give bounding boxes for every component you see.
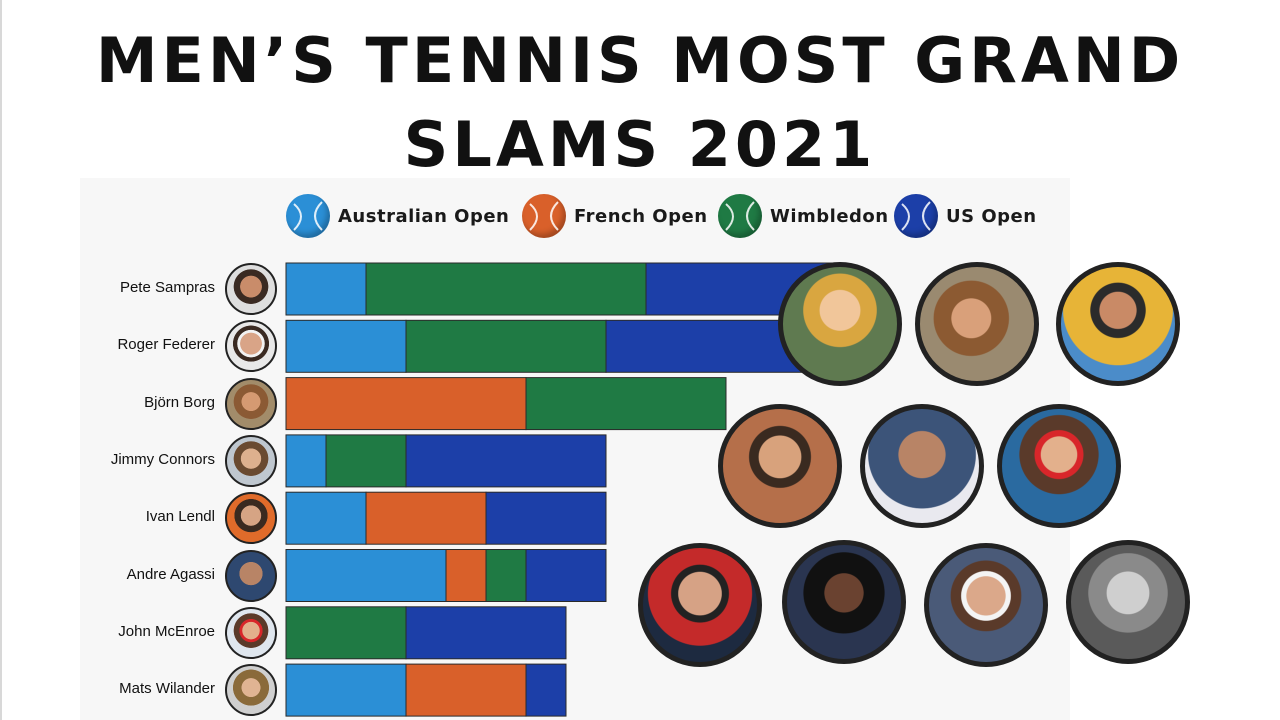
player-photo-white-headband [924,543,1048,667]
player-photo-vintage [1066,540,1190,664]
legend-label: French Open [574,205,708,227]
player-photo-smiling [718,404,842,528]
bar-segment-australian-open-pete-sampras [285,262,367,316]
bar-segment-australian-open-andre-agassi [285,549,447,602]
player-name-roger-federer: Roger Federer [117,336,215,354]
player-photo-headband [915,262,1039,386]
avatar [225,606,277,659]
bar-segment-french-open-mats-wilander [405,663,527,717]
bar-segment-wimbledon-john-mcenroe [285,606,407,660]
bar-segment-wimbledon-bj-rn-borg [525,377,727,431]
avatar [225,549,277,602]
bar-segment-wimbledon-roger-federer [405,319,607,373]
tennis-ball-icon [718,194,762,238]
bar-segment-us-open-jimmy-connors [405,434,607,488]
legend-item-french-open: French Open [522,192,708,240]
avatar [225,320,277,373]
bar-segment-us-open-john-mcenroe [405,606,567,660]
tennis-ball-icon [286,194,330,238]
player-photo-red-headband [997,404,1121,528]
bar-segment-australian-open-mats-wilander [285,663,407,717]
bar-segment-us-open-andre-agassi [525,549,607,602]
player-name-bj-rn-borg: Björn Borg [144,393,215,411]
player-name-jimmy-connors: Jimmy Connors [110,450,215,468]
avatar [225,434,277,487]
tennis-ball-icon [894,194,938,238]
bar-segment-australian-open-ivan-lendl [285,491,367,545]
frame-edge [0,0,2,720]
player-photo-blond [778,262,902,386]
player-name-pete-sampras: Pete Sampras [119,279,215,296]
avatar [225,664,277,717]
bar-segment-wimbledon-pete-sampras [365,262,647,316]
avatar [225,263,277,315]
player-photo-afro [782,540,906,664]
bar-segment-french-open-andre-agassi [445,549,487,602]
bar-segment-french-open-bj-rn-borg [285,377,527,431]
page-title: MEN’S TENNIS MOST GRAND [95,24,1185,97]
bar-segment-us-open-mats-wilander [525,663,567,717]
player-name-mats-wilander: Mats Wilander [119,680,215,698]
avatar [225,377,277,430]
player-photo-yellow-shirt [1056,262,1180,386]
legend-label: US Open [946,205,1037,227]
page-title-line-2: SLAMS 2021 [403,108,877,181]
legend-item-wimbledon: Wimbledon [718,192,889,240]
legend-item-us-open: US Open [894,192,1037,240]
player-name-ivan-lendl: Ivan Lendl [145,508,215,526]
bar-segment-australian-open-jimmy-connors [285,434,327,488]
bar-segment-wimbledon-andre-agassi [485,549,527,602]
bar-segment-wimbledon-jimmy-connors [325,434,407,488]
bar-segment-us-open-roger-federer [605,319,807,373]
legend-label: Wimbledon [770,205,889,227]
bar-segment-australian-open-roger-federer [285,319,407,373]
avatar [225,492,277,545]
player-name-andre-agassi: Andre Agassi [126,565,215,583]
player-name-john-mcenroe: John McEnroe [118,622,215,640]
bar-segment-us-open-ivan-lendl [485,491,607,545]
legend-item-australian-open: Australian Open [286,192,509,240]
player-photo-bald [860,404,984,528]
player-photo-red-shirt [638,543,762,667]
bar-segment-french-open-ivan-lendl [365,491,487,545]
tennis-ball-icon [522,194,566,238]
legend-label: Australian Open [338,205,510,227]
